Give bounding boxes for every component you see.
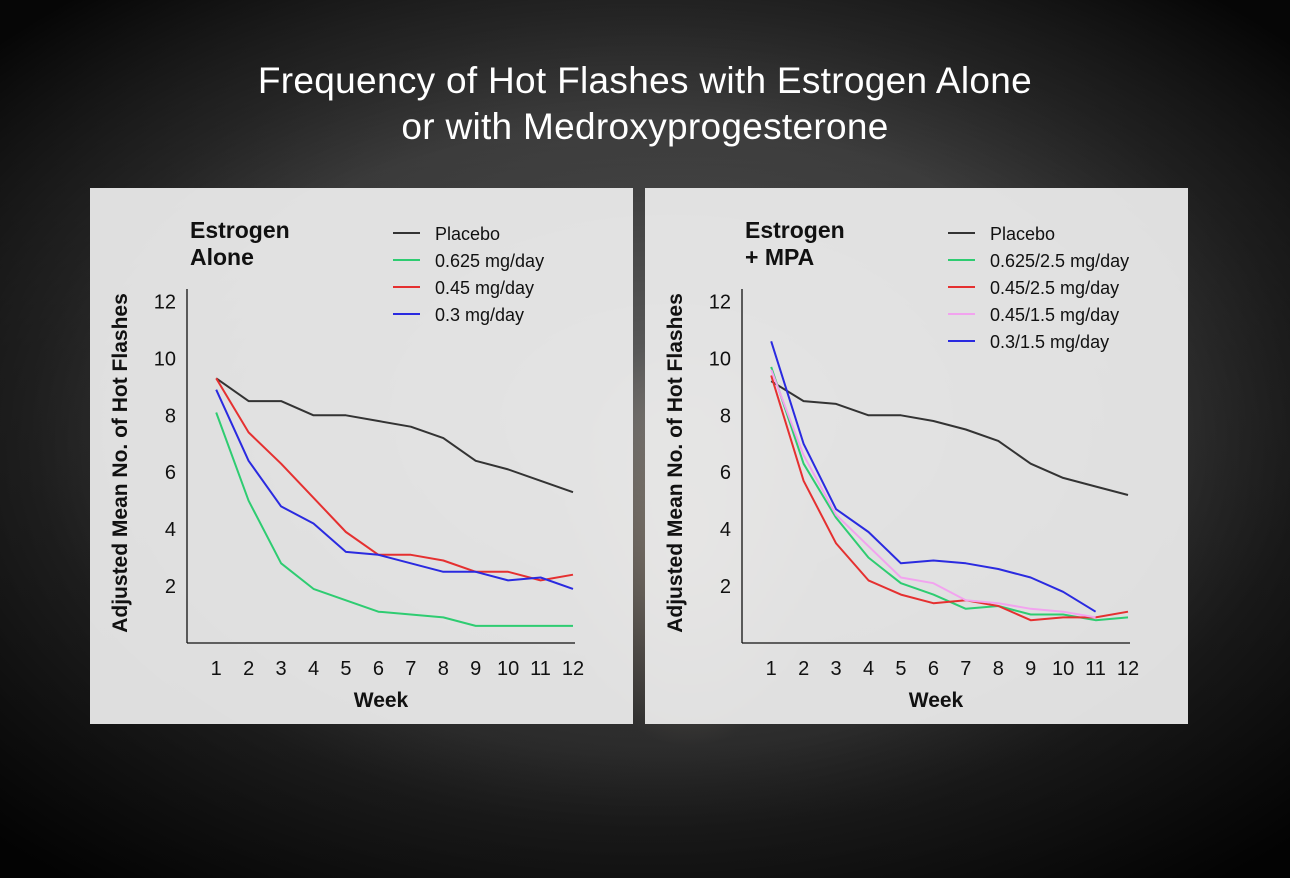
y-tick-label: 6: [720, 462, 731, 484]
x-tick-label: 1: [766, 658, 777, 680]
x-tick-label: 8: [993, 658, 1004, 680]
x-tick-label: 4: [308, 658, 319, 680]
legend-label: 0.625/2.5 mg/day: [990, 251, 1129, 271]
panel-title-line1: Estrogen: [190, 217, 290, 243]
series-line-2: [215, 377, 574, 582]
x-tick-label: 2: [243, 658, 254, 680]
x-tick-label: 9: [470, 658, 481, 680]
legend-label: 0.45 mg/day: [435, 278, 534, 298]
x-tick-label: 3: [276, 658, 287, 680]
x-tick-label: 3: [831, 658, 842, 680]
y-tick-label: 4: [165, 519, 176, 541]
legend-label: 0.45/2.5 mg/day: [990, 278, 1119, 298]
y-tick-label: 8: [165, 405, 176, 427]
y-axis-title: Adjusted Mean No. of Hot Flashes: [109, 293, 132, 633]
x-tick-label: 12: [1117, 658, 1139, 680]
page-title-line1: Frequency of Hot Flashes with Estrogen A…: [257, 60, 1033, 101]
y-tick-label: 10: [154, 348, 176, 370]
y-tick-label: 10: [709, 348, 731, 370]
x-tick-label: 7: [405, 658, 416, 680]
panel-title-line2: + MPA: [745, 244, 814, 270]
x-tick-label: 4: [863, 658, 874, 680]
x-axis-title: Week: [909, 689, 964, 712]
series-line-3: [215, 389, 574, 590]
x-tick-label: 12: [562, 658, 584, 680]
x-tick-label: 10: [1052, 658, 1074, 680]
y-tick-label: 4: [720, 519, 731, 541]
y-axis-title: Adjusted Mean No. of Hot Flashes: [664, 293, 687, 633]
x-tick-label: 6: [373, 658, 384, 680]
y-tick-label: 12: [154, 291, 176, 313]
x-tick-label: 8: [438, 658, 449, 680]
series-line-2: [770, 375, 1129, 622]
page-title: Frequency of Hot Flashes with Estrogen A…: [0, 58, 1290, 150]
y-tick-label: 8: [720, 405, 731, 427]
x-tick-label: 10: [497, 658, 519, 680]
legend-label: 0.3/1.5 mg/day: [990, 332, 1109, 352]
y-tick-label: 2: [165, 576, 176, 598]
y-tick-label: 12: [709, 291, 731, 313]
x-tick-label: 5: [895, 658, 906, 680]
x-tick-label: 7: [960, 658, 971, 680]
chart-panel-estrogen-alone: Estrogen Alone 2 4 6 8 10 12 1 2 3 4 5 6 7 8 9 10 11 12 Week…: [90, 188, 633, 724]
series-line-4: [770, 340, 1097, 613]
legend-label: Placebo: [435, 224, 500, 244]
y-tick-label: 2: [720, 576, 731, 598]
series-line-3: [770, 369, 1096, 619]
panel-title-line2: Alone: [190, 244, 254, 270]
x-tick-label: 6: [928, 658, 939, 680]
series-line-1: [215, 412, 573, 627]
page-title-line2: or with Medroxyprogesterone: [401, 106, 889, 147]
chart-panel-estrogen-mpa: Estrogen + MPA 2 4 6 8 10 12 1 2 3 4 5 6 7 8 9 10 11 12 Week…: [645, 188, 1188, 724]
x-tick-label: 11: [1085, 658, 1106, 680]
x-tick-label: 9: [1025, 658, 1036, 680]
x-tick-label: 11: [530, 658, 551, 680]
x-tick-label: 5: [340, 658, 351, 680]
x-tick-label: 2: [798, 658, 809, 680]
legend-label: Placebo: [990, 224, 1055, 244]
legend-label: 0.625 mg/day: [435, 251, 544, 271]
y-tick-label: 6: [165, 462, 176, 484]
legend-label: 0.45/1.5 mg/day: [990, 305, 1119, 325]
series-line-0: [770, 380, 1129, 496]
panel-title-line1: Estrogen: [745, 217, 845, 243]
legend-label: 0.3 mg/day: [435, 305, 524, 325]
x-axis-title: Week: [354, 689, 409, 712]
series-line-0: [215, 377, 574, 494]
x-tick-label: 1: [211, 658, 222, 680]
